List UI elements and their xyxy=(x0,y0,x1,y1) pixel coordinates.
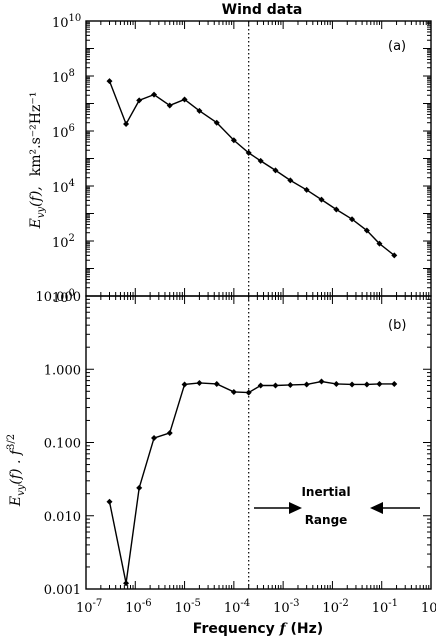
svg-text:Evy(f),km².s⁻²Hz⁻¹: Evy(f),km².s⁻²Hz⁻¹ xyxy=(28,92,47,230)
panel-b-data-point xyxy=(245,389,252,396)
left-arrow-icon xyxy=(370,502,383,514)
panel-a-data-point xyxy=(333,206,340,213)
panel-b-y-tick-label: 0.001 xyxy=(44,583,81,598)
panel-a-data-point xyxy=(349,216,356,223)
panel-b-data-point xyxy=(151,435,158,442)
panel-a-data-point xyxy=(230,137,237,144)
panel-a-data-point xyxy=(151,91,158,98)
panel-b-y-axis-label: Evy(f) . f3/2 xyxy=(6,434,27,507)
panel-a-y-tick-label: 1010 xyxy=(52,13,81,31)
panel-a-data-point xyxy=(213,119,220,126)
panel-b-data-point xyxy=(349,381,356,388)
panel-b-data-point xyxy=(333,380,340,387)
panel-a-label: (a) xyxy=(388,39,406,54)
panel-b-data-point xyxy=(230,388,237,395)
panel-a-data-point xyxy=(181,96,188,103)
panel-a-data-point xyxy=(196,107,203,114)
panel-b-data-point xyxy=(391,380,398,387)
panel-b-series-line xyxy=(108,380,395,584)
panel-b-data-point xyxy=(272,382,279,389)
panel-a-data-point xyxy=(391,252,398,259)
panel-a-data-point xyxy=(245,149,252,156)
panel-b-y-tick-label: 10.000 xyxy=(36,290,82,305)
panel-a-data-point xyxy=(376,240,383,247)
panel-b-data-point xyxy=(106,498,113,505)
panel-a-y-tick-label: 102 xyxy=(52,233,75,251)
x-tick-labels: 10-7 10-6 10-5 10-4 10-3 10-2 10-1 100 xyxy=(76,598,436,616)
figure-title: Wind data xyxy=(222,2,303,18)
panel-b-data-point xyxy=(166,429,173,436)
panel-a-y-axis-label: Evy(f),km².s⁻²Hz⁻¹ xyxy=(28,92,47,230)
x-tick-label: 10-4 xyxy=(224,598,250,616)
panel-a-frame xyxy=(85,20,432,297)
inertial-range-annotation: Inertial Range xyxy=(254,485,420,527)
panel-a-series-line xyxy=(108,80,395,256)
panel-a-data-point xyxy=(106,78,113,85)
panel-a-y-tick-label: 104 xyxy=(52,178,75,196)
range-label: Range xyxy=(305,513,348,527)
panel-a-y-tick-label: 108 xyxy=(52,68,75,86)
panel-a-data-point xyxy=(166,102,173,109)
panel-a-y-tick-label: 100 xyxy=(52,288,75,306)
panel-a-data-point xyxy=(363,227,370,234)
panel-b-y-tick-label: 0.010 xyxy=(44,510,81,525)
inertial-label: Inertial xyxy=(301,485,350,499)
x-tick-label: 10-1 xyxy=(372,598,398,616)
x-axis-label: Frequency f (Hz) xyxy=(193,621,323,637)
panel-b-data-point xyxy=(196,379,203,386)
panel-b-data-point xyxy=(213,380,220,387)
panel-b-y-tick-label: 0.100 xyxy=(44,437,81,452)
panel-a-data-point xyxy=(257,157,264,164)
panel-b-data-point xyxy=(136,484,143,491)
panel-a-data-point xyxy=(272,167,279,174)
panel-a-y-tick-label: 106 xyxy=(52,123,75,141)
panel-a-data-point xyxy=(136,97,143,104)
panel-b-label: (b) xyxy=(388,318,406,333)
x-tick-label: 100 xyxy=(421,598,436,616)
svg-text:Evy(f) . f3/2: Evy(f) . f3/2 xyxy=(6,434,27,507)
panel-b-data-point xyxy=(257,382,264,389)
right-arrow-icon xyxy=(289,502,302,514)
panel-b-data-point xyxy=(303,381,310,388)
panel-b-y-tick-label: 1.000 xyxy=(44,363,81,378)
panel-a-data-point xyxy=(123,120,130,127)
panel-b-frame xyxy=(85,295,432,590)
panel-b-data-point xyxy=(181,381,188,388)
panel-b-data-point xyxy=(123,580,130,587)
x-tick-label: 10-2 xyxy=(322,598,348,616)
panel-a-data-point xyxy=(303,186,310,193)
x-tick-label: 10-6 xyxy=(125,598,151,616)
x-tick-label: 10-7 xyxy=(76,598,102,616)
panel-b-data-point xyxy=(318,378,325,385)
panel-b: (b) Evy(f) . f3/2 0.001 0.010 0.100 1.000 10… xyxy=(6,290,432,598)
x-tick-label: 10-5 xyxy=(175,598,201,616)
panel-b-data-point xyxy=(363,381,370,388)
panel-b-data-point xyxy=(376,380,383,387)
panel-a: (a) Evy(f),km².s⁻²Hz⁻¹ 100 102 104 106 108 10… xyxy=(28,13,432,306)
panel-a-data-point xyxy=(287,177,294,184)
x-tick-label: 10-3 xyxy=(273,598,299,616)
panel-a-data-point xyxy=(318,196,325,203)
panel-b-data-point xyxy=(287,381,294,388)
